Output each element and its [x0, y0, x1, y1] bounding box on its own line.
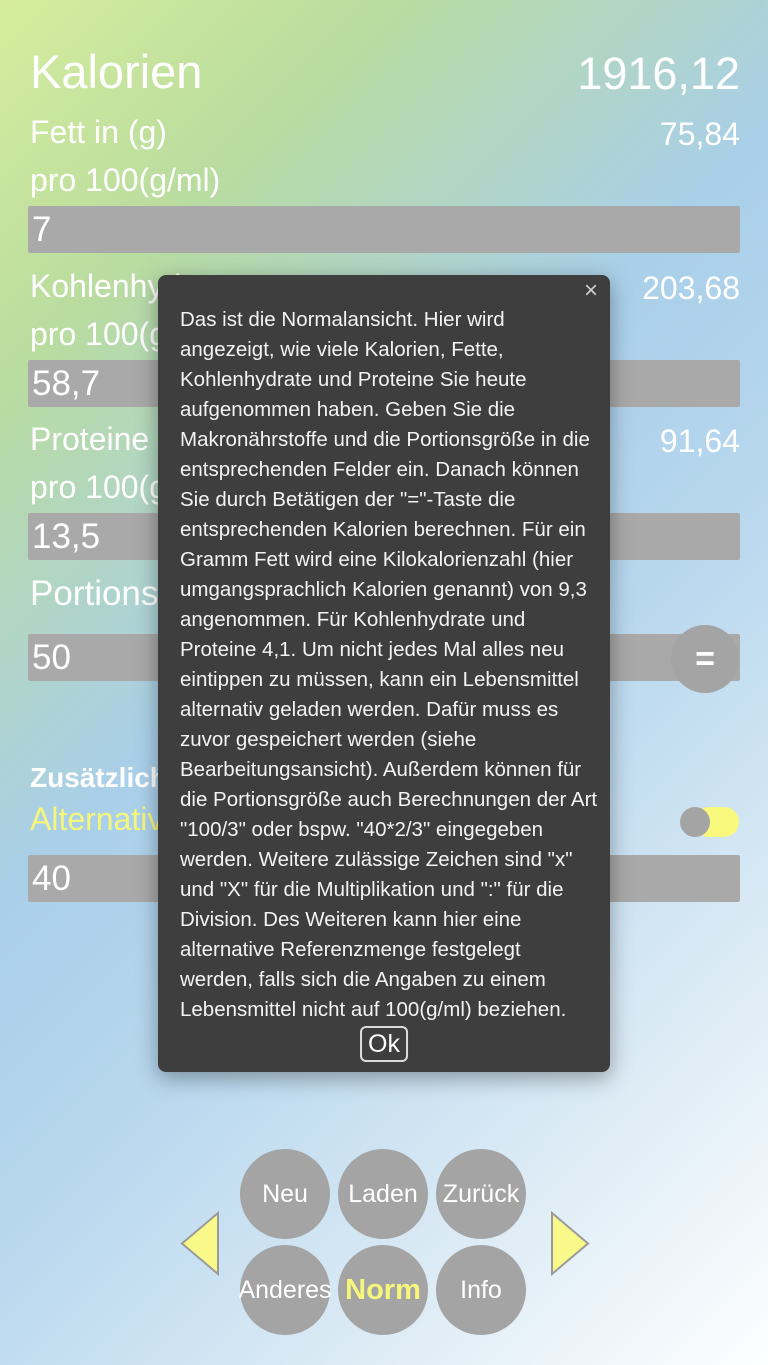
equals-button[interactable]: =	[671, 625, 739, 693]
neu-button[interactable]: Neu	[240, 1149, 330, 1239]
info-button[interactable]: Info	[436, 1245, 526, 1335]
ok-button[interactable]: Ok	[360, 1026, 408, 1062]
toggle-knob	[680, 807, 710, 837]
portion-size-label: Portions	[30, 574, 159, 613]
protein-value: 91,64	[659, 423, 740, 459]
calories-label: Kalorien	[30, 45, 203, 98]
prev-arrow-icon[interactable]	[180, 1211, 220, 1276]
next-arrow-icon[interactable]	[550, 1211, 590, 1276]
anderes-button[interactable]: Anderes	[238, 1245, 332, 1335]
carbs-value: 203,68	[642, 270, 740, 306]
close-icon[interactable]: ×	[583, 277, 598, 304]
equals-icon: =	[695, 639, 715, 678]
fat-value: 75,84	[659, 116, 740, 152]
alternative-reference-toggle[interactable]	[680, 807, 739, 837]
fat-label: Fett in (g)	[30, 114, 167, 150]
fat-per100-label: pro 100(g/ml)	[30, 162, 221, 198]
zurueck-button[interactable]: Zurück	[436, 1149, 526, 1239]
carbs-per100-label: pro 100(g/	[30, 316, 176, 352]
carbs-label: Kohlenhyd	[30, 268, 182, 304]
protein-per100-label: pro 100(g/	[30, 469, 176, 505]
info-dialog-text: Das ist die Normalansicht. Hier wird ang…	[180, 308, 598, 1021]
laden-button[interactable]: Laden	[338, 1149, 428, 1239]
additional-options-heading: Zusätzliche	[30, 762, 183, 793]
alternative-reference-label: Alternativ	[30, 801, 164, 837]
calories-value: 1916,12	[577, 48, 740, 99]
info-dialog: × Das ist die Normalansicht. Hier wird a…	[158, 275, 610, 1072]
norm-button[interactable]: Norm	[338, 1245, 428, 1335]
fat-per100-input[interactable]	[28, 206, 740, 253]
protein-label: Proteine i	[30, 421, 166, 457]
